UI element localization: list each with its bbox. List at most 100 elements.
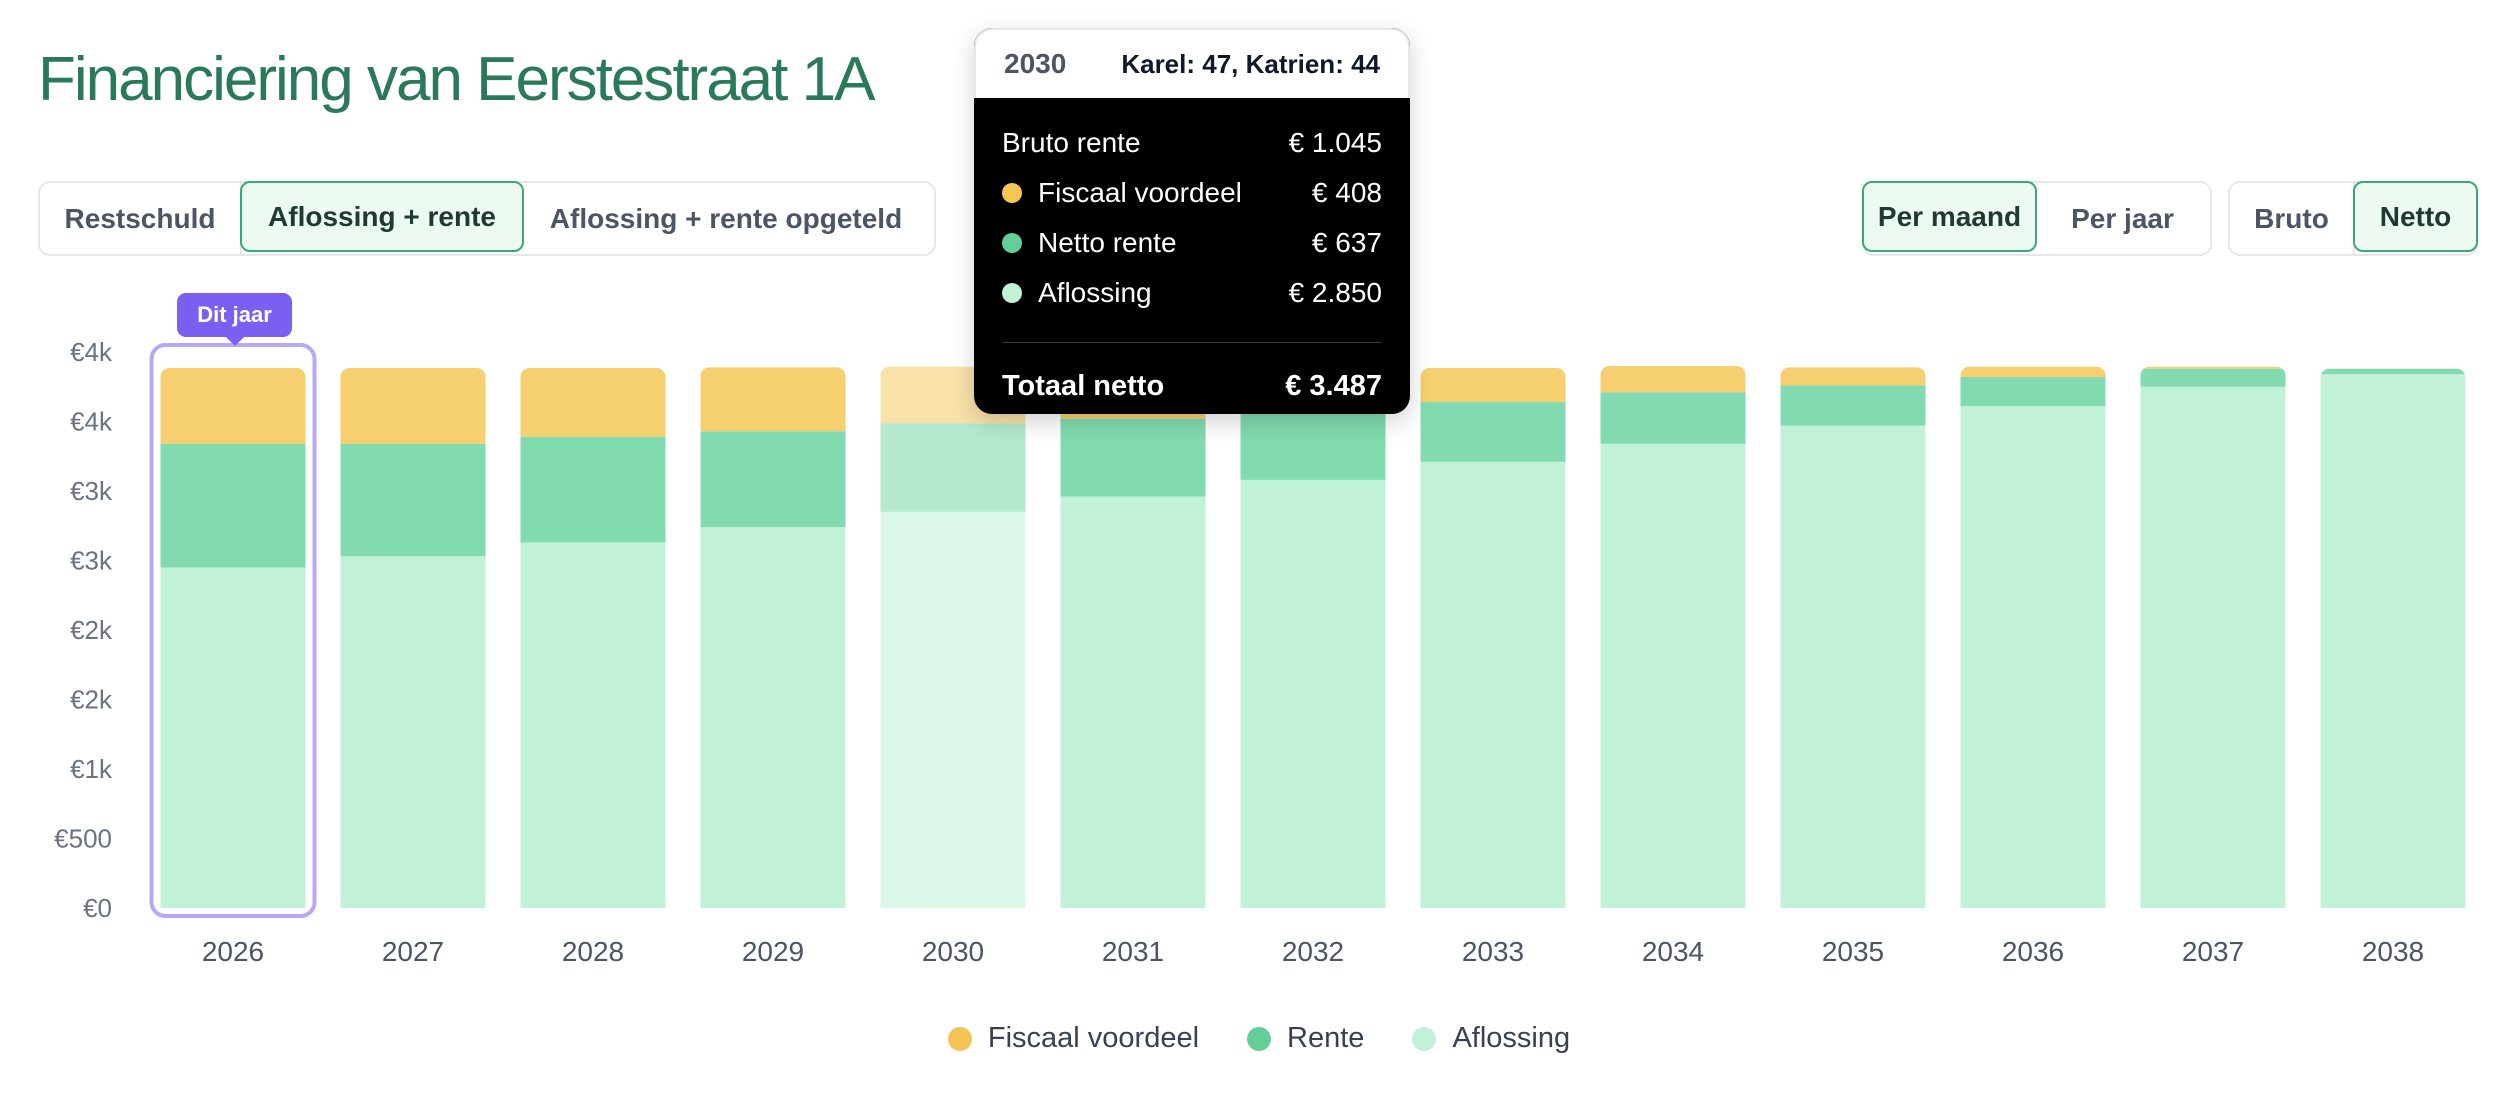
restschuld-tab[interactable]: Restschuld — [40, 183, 242, 254]
bar-segment-aflossing — [2140, 386, 2286, 908]
x-tick-label: 2033 — [1462, 936, 1524, 967]
view-toggle: Restschuld Aflossing + rente Aflossing +… — [38, 181, 936, 256]
tooltip-value: € 1.045 — [1288, 127, 1382, 158]
bar-segment-fiscaal-voordeel — [2140, 366, 2286, 369]
legend-label: Aflossing — [1452, 1022, 1571, 1054]
bar-segment-fiscaal-voordeel — [520, 367, 666, 437]
tooltip-row-fiscaal-voordeel: Fiscaal voordeel € 408 — [1002, 168, 1382, 218]
tooltip-label: Aflossing — [1038, 277, 1152, 308]
tooltip-row-bruto-rente: Bruto rente € 1.045 — [1002, 118, 1382, 168]
legend-label: Rente — [1287, 1022, 1365, 1054]
bar-segment-fiscaal-voordeel — [160, 367, 306, 444]
tooltip-row-aflossing: Aflossing € 2.850 — [1002, 268, 1382, 318]
aflossing-dot-icon — [1002, 283, 1022, 303]
bar-segment-rente — [1600, 392, 1746, 444]
aflossing-legend-icon — [1412, 1026, 1437, 1051]
x-tick-label: 2027 — [382, 936, 444, 967]
x-tick-label: 2036 — [2002, 936, 2064, 967]
fiscaal-legend-icon — [947, 1026, 972, 1051]
tooltip-label: Bruto rente — [1002, 127, 1141, 158]
bar-segment-rente — [700, 431, 846, 528]
gross-net-toggle: Bruto Netto — [2228, 181, 2478, 256]
legend-item-rente[interactable]: Rente — [1247, 1022, 1364, 1055]
x-tick-label: 2030 — [922, 936, 984, 967]
y-tick-label: €500 — [54, 824, 112, 854]
rente-legend-icon — [1247, 1026, 1272, 1051]
aflossing-rente-tab[interactable]: Aflossing + rente — [240, 181, 524, 252]
tooltip-ages: Karel: 47, Katrien: 44 — [1121, 48, 1380, 79]
legend-item-fiscaal[interactable]: Fiscaal voordeel — [947, 1022, 1200, 1055]
bar-segment-aflossing — [520, 542, 666, 908]
page-title: Financiering van Eerstestraat 1A — [38, 45, 875, 114]
x-tick-label: 2031 — [1102, 936, 1164, 967]
bar-segment-rente — [2140, 368, 2286, 387]
tooltip-label: Netto rente — [1038, 227, 1177, 258]
x-tick-label: 2035 — [1822, 936, 1884, 967]
x-tick-label: 2032 — [1282, 936, 1344, 967]
x-tick-label: 2029 — [742, 936, 804, 967]
y-tick-label: €0 — [83, 893, 112, 923]
tooltip-value: € 2.850 — [1288, 277, 1382, 308]
bar-segment-aflossing — [1960, 406, 2106, 908]
y-tick-label: €4k — [70, 407, 113, 437]
per-maand-button[interactable]: Per maand — [1862, 181, 2037, 252]
bar-segment-rente — [1060, 418, 1206, 497]
bar-segment-fiscaal-voordeel — [1960, 366, 2106, 378]
y-tick-label: €4k — [70, 337, 113, 367]
rente-dot-icon — [1002, 233, 1022, 253]
aflossing-rente-opgeteld-tab[interactable]: Aflossing + rente opgeteld — [549, 202, 903, 234]
tooltip-divider — [1002, 342, 1382, 343]
bar-segment-rente — [1240, 411, 1386, 480]
bar-segment-rente — [520, 436, 666, 543]
tooltip-row-total: Totaal netto € 3.487 — [1002, 361, 1382, 411]
bar-segment-aflossing — [1240, 479, 1386, 908]
x-tick-label: 2026 — [202, 936, 264, 967]
tooltip-row-netto-rente: Netto rente € 637 — [1002, 218, 1382, 268]
tooltip-label: Fiscaal voordeel — [1038, 177, 1242, 208]
period-toggle: Per maand Per jaar — [1862, 181, 2212, 256]
legend-item-aflossing[interactable]: Aflossing — [1412, 1022, 1570, 1055]
bar-segment-fiscaal-voordeel — [700, 367, 846, 432]
bar-segment-fiscaal-voordeel — [1420, 367, 1566, 403]
chart-legend: Fiscaal voordeel Rente Aflossing — [0, 1022, 2518, 1055]
bar-segment-aflossing — [880, 511, 1026, 908]
bar-segment-rente — [880, 423, 1026, 512]
x-tick-label: 2038 — [2362, 936, 2424, 967]
bruto-button[interactable]: Bruto — [2230, 183, 2355, 254]
bar-segment-rente — [1420, 402, 1566, 462]
bar-segment-fiscaal-voordeel — [1600, 365, 1746, 393]
tooltip-total-value: € 3.487 — [1285, 369, 1382, 402]
bar-segment-aflossing — [700, 527, 846, 908]
tooltip-body: Bruto rente € 1.045 Fiscaal voordeel € 4… — [974, 98, 1410, 411]
bar-segment-aflossing — [340, 556, 486, 908]
y-tick-label: €2k — [70, 615, 113, 645]
x-tick-label: 2028 — [562, 936, 624, 967]
bar-segment-fiscaal-voordeel — [340, 367, 486, 444]
y-tick-label: €1k — [70, 754, 113, 784]
bar-segment-fiscaal-voordeel — [1780, 367, 1926, 386]
bar-segment-rente — [2320, 368, 2466, 375]
fiscaal-dot-icon — [1002, 183, 1022, 203]
bar-segment-aflossing — [160, 567, 306, 908]
x-tick-label: 2034 — [1642, 936, 1704, 967]
tooltip-year: 2030 — [1004, 48, 1067, 79]
current-year-badge: Dit jaar — [177, 293, 292, 346]
bar-segment-aflossing — [1780, 425, 1926, 908]
bar-segment-rente — [1780, 385, 1926, 426]
y-tick-label: €3k — [70, 546, 113, 576]
bar-segment-rente — [1960, 377, 2106, 407]
bar-segment-aflossing — [1420, 461, 1566, 908]
y-tick-label: €2k — [70, 685, 113, 715]
stacked-bar-chart: €0 €500 €1k €2k €2k €3k €3k €4k €4k 2026 2027 2028 2… — [54, 337, 2466, 967]
legend-label: Fiscaal voordeel — [987, 1022, 1200, 1054]
netto-button[interactable]: Netto — [2353, 181, 2478, 252]
bar-segment-rente — [160, 443, 306, 568]
tooltip-value: € 637 — [1311, 227, 1382, 258]
chart-tooltip: 2030 Karel: 47, Katrien: 44 Bruto rente … — [974, 28, 1410, 414]
x-tick-label: 2037 — [2182, 936, 2244, 967]
y-tick-label: €3k — [70, 476, 113, 506]
bar-segment-aflossing — [1060, 496, 1206, 908]
bar-segment-aflossing — [1600, 443, 1746, 908]
per-jaar-button[interactable]: Per jaar — [2071, 202, 2174, 234]
